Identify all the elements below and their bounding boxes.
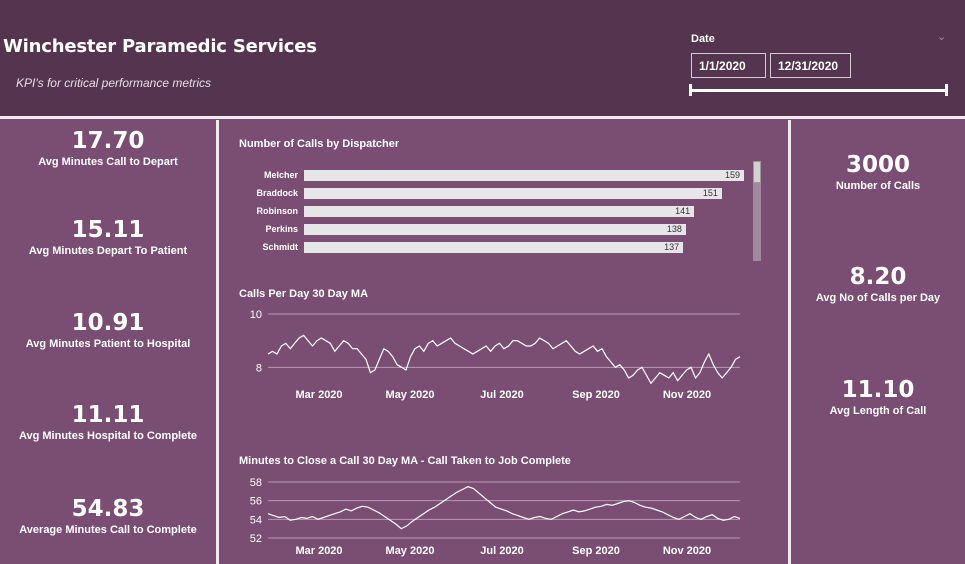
chart-title-minutes-to-close: Minutes to Close a Call 30 Day MA - Call… <box>239 455 571 467</box>
kpi-value: 8.20 <box>849 264 907 290</box>
kpi-label: Avg Minutes Hospital to Complete <box>18 430 198 442</box>
kpi-label: Avg Minutes Call to Depart <box>38 156 178 168</box>
kpi-card-length-of-call: 11.10 Avg Length of Call <box>791 377 965 417</box>
x-tick-label: Sep 2020 <box>572 389 620 401</box>
y-tick-label: 58 <box>250 477 262 489</box>
kpi-value: 10.91 <box>71 310 145 336</box>
series-line[interactable] <box>267 334 741 385</box>
x-tick-label: Jul 2020 <box>480 545 523 557</box>
bar-label: Braddock <box>256 188 298 198</box>
bar-value-label: 151 <box>702 188 718 198</box>
x-tick-label: May 2020 <box>386 545 435 557</box>
bar-robinson[interactable]: 141 <box>304 206 695 217</box>
chart-title-calls-per-day: Calls Per Day 30 Day MA <box>239 288 369 300</box>
kpi-card-depart-to-patient: 15.11 Avg Minutes Depart To Patient <box>0 217 216 257</box>
kpi-label: Avg Length of Call <box>829 405 927 417</box>
kpi-label: Avg Minutes Depart To Patient <box>28 245 188 257</box>
bar-melcher[interactable]: 159 <box>304 170 744 181</box>
kpi-value: 17.70 <box>71 128 145 154</box>
kpi-card-call-to-depart: 17.70 Avg Minutes Call to Depart <box>0 128 216 168</box>
bar-label: Schmidt <box>262 242 298 252</box>
kpi-label: Number of Calls <box>835 180 921 192</box>
page-subtitle: KPI's for critical performance metrics <box>16 76 212 90</box>
y-tick-label: 10 <box>250 309 262 321</box>
y-tick-label: 8 <box>256 362 262 374</box>
bar-value-label: 159 <box>724 170 740 180</box>
kpi-value: 54.83 <box>71 496 145 522</box>
kpi-value: 11.11 <box>71 402 145 428</box>
x-tick-label: Nov 2020 <box>663 545 711 557</box>
date-end-field[interactable]: 12/31/2020 <box>770 53 851 78</box>
kpi-card-patient-to-hospital: 10.91 Avg Minutes Patient to Hospital <box>0 310 216 350</box>
kpi-value: 11.10 <box>841 377 915 403</box>
y-tick-label: 54 <box>250 514 262 526</box>
kpi-value: 15.11 <box>71 217 145 243</box>
y-tick-label: 52 <box>250 533 262 545</box>
bar-value-label: 137 <box>664 242 680 252</box>
right-panel-divider <box>788 120 791 564</box>
kpi-label: Avg No of Calls per Day <box>815 292 941 304</box>
x-tick-label: Sep 2020 <box>572 545 620 557</box>
kpi-card-hospital-to-complete: 11.11 Avg Minutes Hospital to Complete <box>0 402 216 442</box>
x-tick-label: Jul 2020 <box>480 389 523 401</box>
chart-title-calls-by-dispatcher: Number of Calls by Dispatcher <box>239 138 400 150</box>
x-tick-label: May 2020 <box>386 389 435 401</box>
left-panel-divider <box>216 120 219 564</box>
kpi-card-call-to-complete: 54.83 Average Minutes Call to Complete <box>0 496 216 536</box>
kpi-label: Average Minutes Call to Complete <box>19 524 197 536</box>
series-line[interactable] <box>267 486 741 530</box>
bar-chart-scrollbar[interactable] <box>753 161 761 261</box>
line-chart-minutes-to-close: 52 54 56 58 Mar 2020 May 2020 Jul 2020 Sep 2020… <box>250 477 741 557</box>
header-banner <box>0 0 965 116</box>
page-title: Winchester Paramedic Services <box>3 36 317 57</box>
bar-label: Perkins <box>265 224 298 234</box>
bar-label: Robinson <box>256 206 299 216</box>
kpi-card-calls-per-day: 8.20 Avg No of Calls per Day <box>791 264 965 304</box>
y-tick-label: 56 <box>250 496 262 508</box>
bar-schmidt[interactable]: 137 <box>304 242 684 253</box>
kpi-label: Avg Minutes Patient to Hospital <box>25 338 191 350</box>
chevron-down-icon[interactable]: ⌄ <box>937 31 947 43</box>
kpi-value: 3000 <box>845 152 910 178</box>
kpi-card-number-of-calls: 3000 Number of Calls <box>791 152 965 192</box>
bar-perkins[interactable]: 138 <box>304 224 686 235</box>
bar-braddock[interactable]: 151 <box>304 188 722 199</box>
bar-value-label: 141 <box>675 206 691 216</box>
x-tick-label: Mar 2020 <box>295 545 342 557</box>
x-tick-label: Mar 2020 <box>295 389 342 401</box>
date-filter-label: Date <box>691 33 715 45</box>
date-start-field[interactable]: 1/1/2020 <box>691 53 766 78</box>
bar-value-label: 138 <box>666 224 682 234</box>
scrollbar-thumb[interactable] <box>753 161 761 183</box>
slider-handle-start[interactable] <box>689 84 692 96</box>
header-divider <box>0 116 965 119</box>
bar-label: Melcher <box>263 170 298 180</box>
x-tick-label: Nov 2020 <box>663 389 711 401</box>
slider-handle-end[interactable] <box>945 84 948 96</box>
line-chart-calls-per-day: 8 10 Mar 2020 May 2020 Jul 2020 Sep 2020 Nov 2… <box>250 309 741 401</box>
date-range-slider[interactable] <box>692 89 947 92</box>
